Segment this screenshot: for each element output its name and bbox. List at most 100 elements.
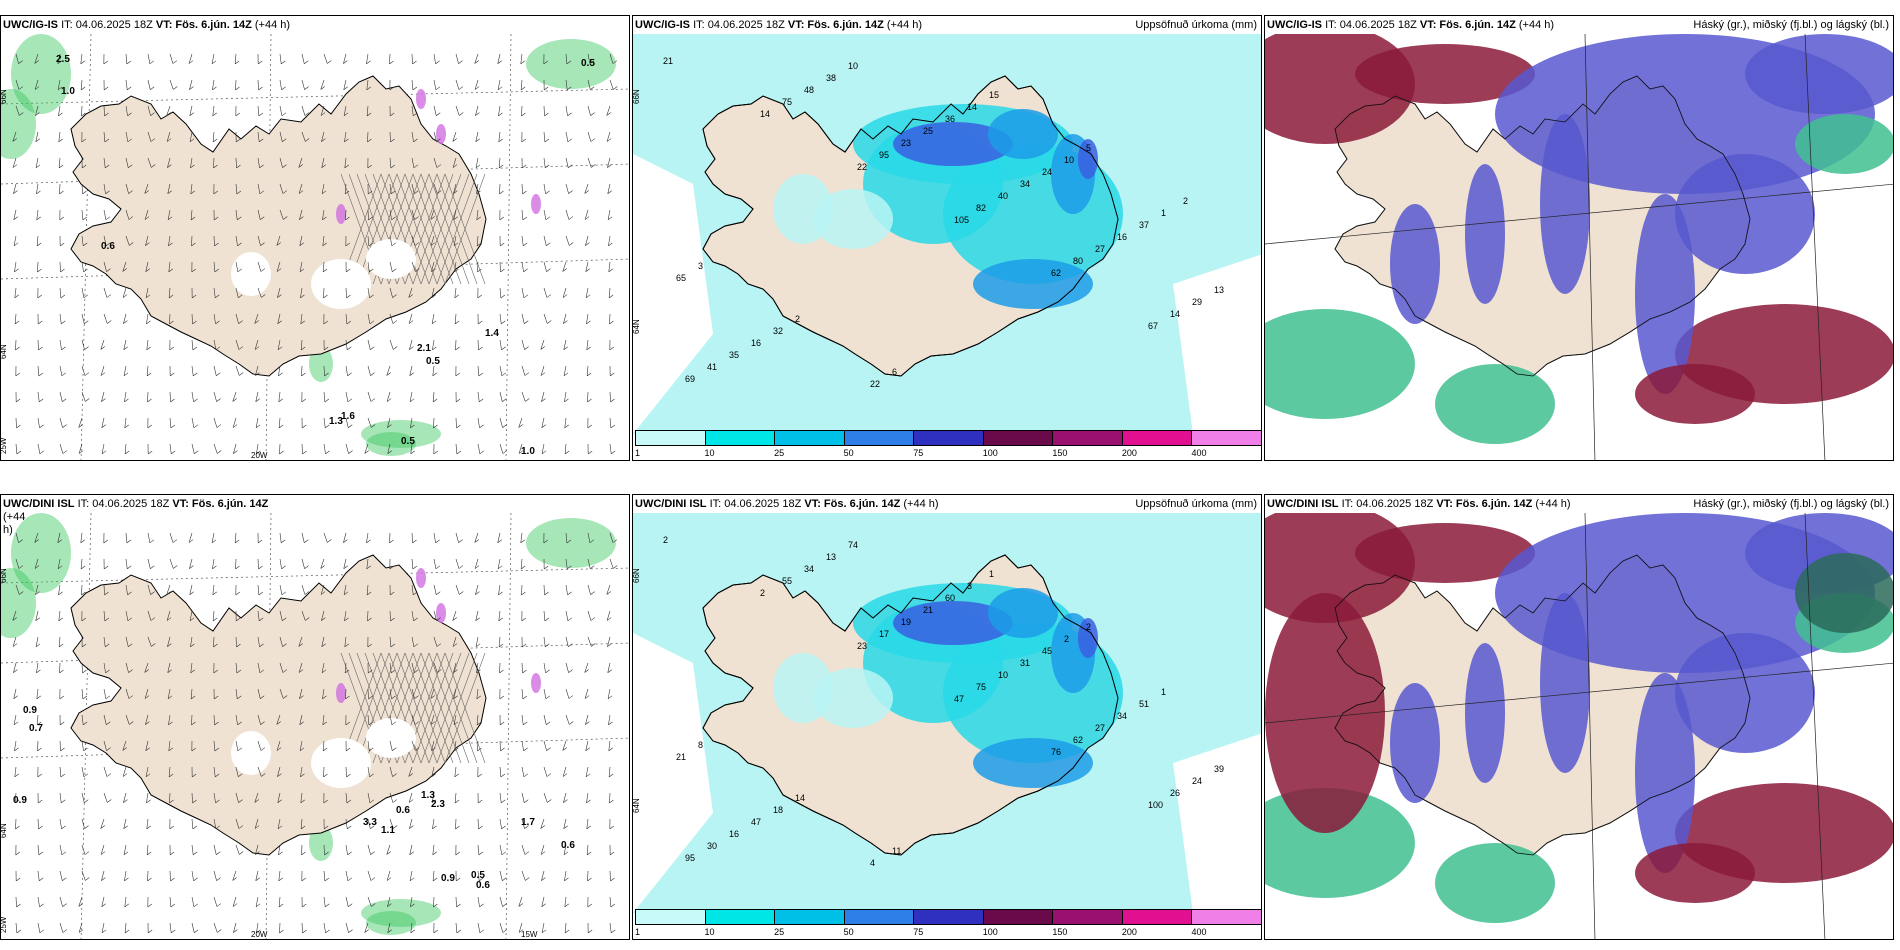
precip-value: 60 (945, 593, 955, 603)
precip-value: 31 (1020, 658, 1030, 668)
lat-label: 64N (1, 344, 8, 359)
precip-value: 4 (870, 858, 875, 868)
precip-colorbar: 1 10 25 50 75 100 150 200 400 (635, 430, 1261, 458)
cloud-shade (1675, 154, 1815, 274)
wind-value: 0.9 (441, 873, 455, 884)
cloud-shade (1795, 114, 1893, 174)
panel-dini-precip: UWC/DINI ISL IT: 04.06.2025 18Z VT: Fös.… (632, 494, 1262, 940)
colorbar-tick: 200 (1121, 927, 1137, 937)
wind-value: 0.6 (561, 840, 575, 851)
precip-value: 27 (1095, 244, 1105, 254)
graticule (1265, 662, 1893, 724)
precip-value: 26 (1170, 788, 1180, 798)
precip-value: 27 (1095, 723, 1105, 733)
panel-ig-cloud: UWC/IG-IS IT: 04.06.2025 18Z VT: Fös. 6.… (1264, 15, 1894, 461)
iceland-landmass (70, 75, 487, 377)
colorbar-tick: 75 (913, 927, 924, 937)
wind-value: 0.9 (13, 795, 27, 806)
colorbar-tick: 1 (635, 448, 641, 458)
precip-value: 41 (707, 362, 717, 372)
cloud-shade (1265, 593, 1385, 833)
colorbar-tick: 25 (774, 927, 785, 937)
wind-barbs (12, 532, 618, 934)
precip-colorbar: 1 10 25 50 75 100 150 200 400 (635, 909, 1261, 937)
precip-value: 34 (804, 564, 814, 574)
precip-value: 29 (1192, 297, 1202, 307)
wind-shade (1, 89, 36, 159)
precip-value: 37 (1139, 220, 1149, 230)
lat-label: 66N (633, 89, 641, 104)
cloud-gap (366, 239, 416, 279)
precip-shade (813, 189, 893, 249)
colorbar-tick: 25 (774, 448, 785, 458)
cloud-shade (1355, 44, 1535, 104)
precip-value: 17 (879, 629, 889, 639)
cloud-shade (1435, 364, 1555, 444)
panel-ig-wind: UWC/IG-IS IT: 04.06.2025 18Z VT: Fös. 6.… (0, 15, 630, 461)
panel-dini-wind: UWC/DINI ISL IT: 04.06.2025 18Z VT: Fös.… (0, 494, 630, 940)
precip-value: 5 (1086, 143, 1091, 153)
precip-value: 32 (773, 326, 783, 336)
precip-value: 2 (1183, 196, 1188, 206)
precip-value: 69 (685, 374, 695, 384)
wind-shade-purple (336, 683, 346, 703)
colorbar-swatch (982, 909, 1054, 925)
wind-value: 0.5 (401, 436, 415, 447)
precip-value: 1 (1161, 687, 1166, 697)
precip-value: 11 (892, 846, 901, 856)
wind-shade-purple (416, 568, 426, 588)
colorbar-tick: 75 (913, 448, 924, 458)
lat-label: 64N (633, 319, 641, 334)
wind-shade (361, 899, 441, 927)
cloud-shade (1465, 164, 1505, 304)
cloud-gap (231, 731, 271, 775)
colorbar-swatch (704, 430, 776, 446)
precip-value: 47 (751, 817, 761, 827)
colorbar-swatch (913, 909, 984, 925)
precip-value: 13 (1214, 285, 1224, 295)
wind-value: 1.3 (329, 416, 343, 427)
precip-shade (988, 109, 1058, 159)
precip-value: 105 (954, 215, 969, 225)
precip-shade (988, 588, 1058, 638)
wind-shade-purple (336, 204, 346, 224)
colorbar-tick: 400 (1191, 448, 1207, 458)
precip-value: 16 (1117, 232, 1127, 242)
wind-value: 1.0 (61, 86, 75, 97)
lat-label: 66N (633, 568, 641, 583)
cloud-shade (1435, 843, 1555, 923)
precip-value: 76 (1051, 747, 1061, 757)
precip-value: 6 (892, 367, 897, 377)
cloud-gap (231, 252, 271, 296)
lat-label: 64N (1, 823, 8, 838)
wind-barbs (12, 53, 618, 455)
panel-subtitle: Háský (gr.), miðský (fj.bl.) og lágský (… (1693, 498, 1889, 510)
cloud-shade (1265, 309, 1415, 419)
precip-value: 100 (1148, 800, 1163, 810)
precip-value: 51 (1139, 699, 1149, 709)
wind-shade (366, 432, 416, 456)
graticule (1584, 34, 1596, 460)
panel-dini-cloud: UWC/DINI ISL IT: 04.06.2025 18Z VT: Fös.… (1264, 494, 1894, 940)
wind-value: 1.3 (421, 790, 435, 801)
cloud-shade (1745, 34, 1893, 114)
panel-title: UWC/DINI ISL IT: 04.06.2025 18Z VT: Fös.… (635, 498, 939, 510)
colorbar-swatch (774, 430, 845, 446)
precip-value: 35 (729, 350, 739, 360)
wind-value: 0.5 (581, 58, 595, 69)
cloud-shade (1540, 114, 1590, 294)
precip-value: 74 (848, 540, 858, 550)
precip-value: 45 (1042, 646, 1052, 656)
precip-value: 3 (698, 261, 703, 271)
cloud-shade (1390, 204, 1440, 324)
wind-value: 0.6 (476, 880, 490, 891)
wind-value: 0.6 (396, 805, 410, 816)
precip-shade (973, 738, 1093, 788)
cloud-shade (1540, 593, 1590, 773)
cloud-shade (1635, 364, 1755, 424)
precip-value: 2 (663, 535, 668, 545)
colorbar-swatch (1052, 909, 1123, 925)
precip-value: 14 (795, 793, 805, 803)
lon-label: 25W (1, 437, 8, 454)
precip-value: 10 (998, 670, 1008, 680)
